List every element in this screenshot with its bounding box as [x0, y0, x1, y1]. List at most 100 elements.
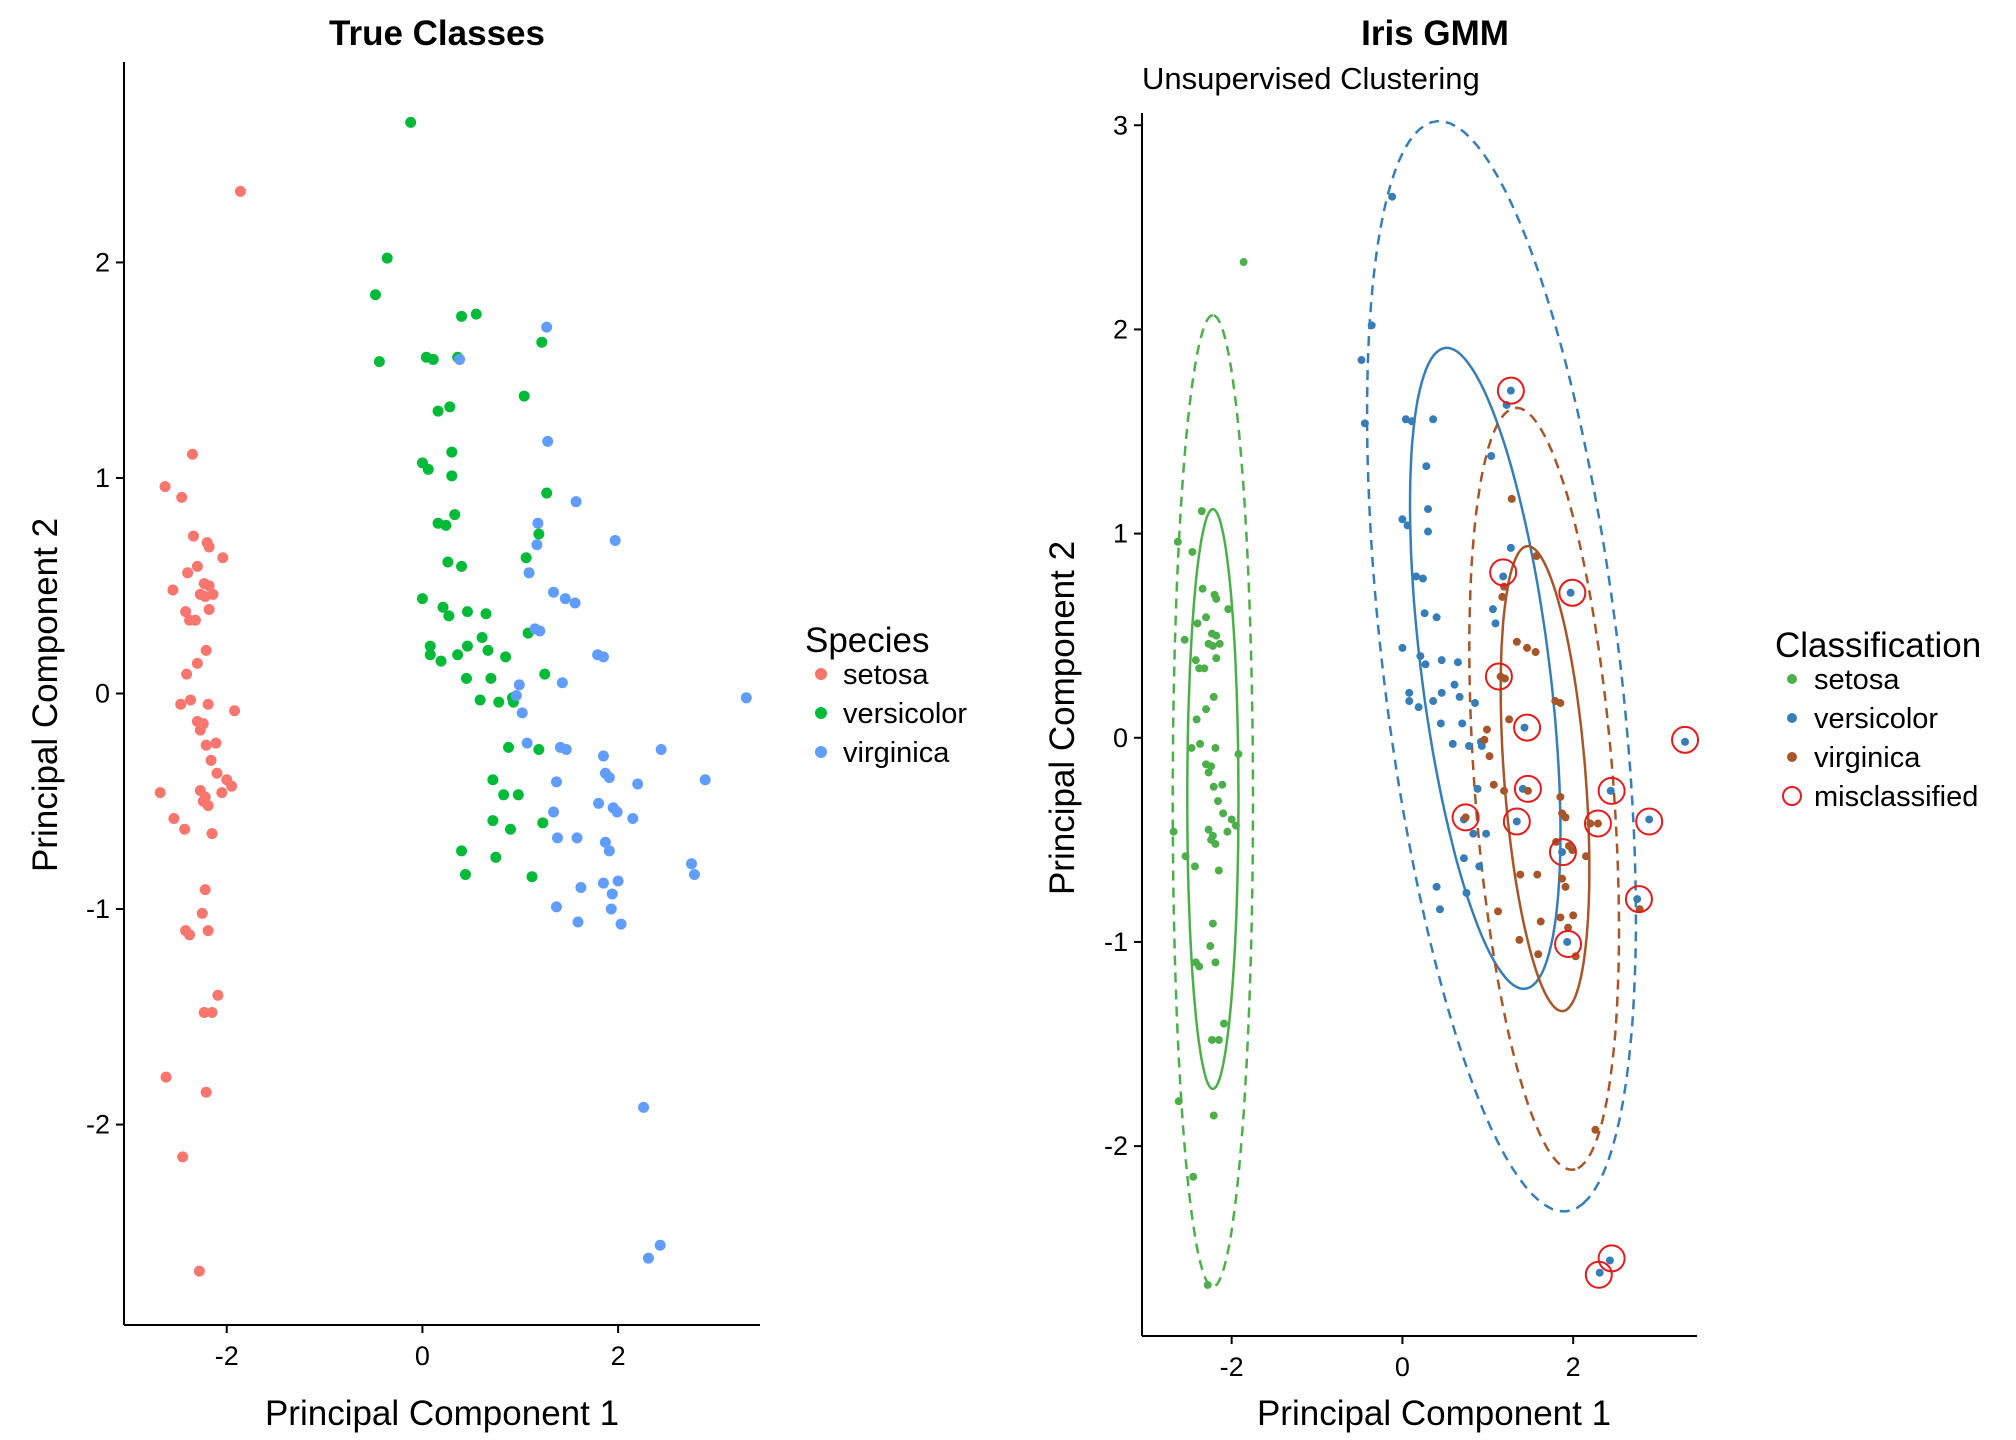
setosa-point — [1209, 692, 1218, 701]
versicolor-point — [1450, 680, 1459, 689]
versicolor-point — [1473, 784, 1482, 793]
setosa-point — [1202, 613, 1211, 622]
versicolor-point — [1465, 741, 1474, 750]
setosa-point — [229, 705, 241, 717]
legend-label-misclassified: misclassified — [1814, 781, 1978, 813]
setosa-solid-ellipse — [1186, 507, 1240, 1091]
setosa-point — [1203, 1280, 1212, 1289]
x-axis-title: Principal Component 1 — [1257, 1394, 1611, 1433]
versicolor-point — [1506, 543, 1515, 552]
virginica-point — [1593, 819, 1602, 828]
virginica-point — [603, 845, 615, 857]
setosa-point — [1180, 635, 1189, 644]
setosa-point — [202, 698, 214, 710]
virginica-point — [1571, 952, 1580, 961]
y-tick-label: 3 — [1113, 110, 1128, 140]
versicolor-point — [1435, 905, 1444, 914]
x-axis-ticks: -2 0 2 — [215, 1325, 626, 1371]
virginica-point — [1512, 637, 1521, 646]
versicolor-point — [539, 668, 551, 680]
versicolor-point — [518, 390, 530, 402]
setosa-point — [1210, 590, 1219, 599]
x-axis-title: Principal Component 1 — [265, 1394, 619, 1433]
virginica-point — [612, 875, 624, 887]
setosa-point — [206, 1006, 218, 1018]
versicolor-point — [1414, 703, 1423, 712]
versicolor-point — [424, 640, 436, 652]
versicolor-point — [424, 649, 436, 661]
legend-marker-versicolor — [815, 707, 827, 719]
versicolor-point — [536, 336, 548, 348]
versicolor-point — [1422, 462, 1431, 471]
versicolor-point — [1488, 605, 1497, 614]
versicolor-point — [537, 817, 549, 829]
setosa-point — [217, 552, 229, 564]
setosa-point — [206, 828, 218, 840]
misclassified-marker — [1513, 774, 1542, 803]
x-tick-label: 0 — [1395, 1352, 1410, 1382]
virginica-point — [1582, 852, 1590, 861]
virginica-point — [605, 903, 617, 915]
versicolor-point — [482, 644, 494, 656]
virginica-point — [1482, 725, 1491, 734]
y-tick-label: -1 — [86, 894, 110, 924]
versicolor-point — [1471, 699, 1479, 708]
versicolor-point — [1405, 688, 1414, 697]
setosa-point — [189, 614, 201, 626]
setosa-point — [1169, 827, 1178, 836]
versicolor-point — [456, 310, 468, 322]
misclassified-marker — [1502, 807, 1531, 836]
setosa-point — [198, 578, 210, 590]
y-axis-title: Principal Component 2 — [1043, 541, 1082, 895]
versicolor-point — [487, 774, 499, 786]
versicolor-point — [1499, 572, 1508, 581]
setosa-point — [198, 1006, 210, 1018]
misclassified-marker — [1671, 725, 1700, 754]
setosa-point — [200, 1086, 212, 1098]
y-tick-label: 2 — [95, 247, 110, 277]
setosa-point — [1181, 852, 1190, 861]
chart-title: True Classes — [329, 14, 545, 53]
misclassified-marker — [1451, 803, 1480, 832]
y-tick-label: 1 — [1113, 519, 1128, 549]
versicolor-point — [1645, 815, 1654, 824]
versicolor-point — [1605, 1256, 1614, 1265]
legend-marker-virginica — [1787, 752, 1797, 762]
setosa-point — [182, 567, 194, 579]
setosa-point — [1209, 1111, 1218, 1120]
y-tick-label: 0 — [1113, 723, 1128, 753]
versicolor-point — [1558, 848, 1567, 857]
versicolor-point — [503, 741, 515, 753]
versicolor-point — [1424, 527, 1433, 536]
versicolor-point — [446, 470, 458, 482]
setosa-point — [202, 925, 214, 937]
setosa-point — [1219, 809, 1228, 818]
misclassified-marker — [1558, 578, 1587, 607]
y-tick-label: 1 — [95, 463, 110, 493]
setosa-point — [180, 606, 192, 618]
versicolor-point — [416, 593, 428, 605]
versicolor-solid-ellipse — [1408, 346, 1562, 991]
setosa-point — [176, 491, 188, 503]
setosa-point — [186, 448, 198, 460]
setosa-point — [201, 537, 213, 549]
virginica-point — [1531, 648, 1540, 657]
virginica-point — [699, 774, 711, 786]
versicolor-point — [533, 744, 545, 756]
setosa-point — [177, 1151, 189, 1163]
y-tick-label: -2 — [1104, 1131, 1128, 1161]
versicolor-point — [520, 552, 532, 564]
versicolor-point — [526, 871, 538, 883]
versicolor-point — [1453, 658, 1462, 667]
virginica-point — [1523, 786, 1532, 795]
setosa-point — [1190, 862, 1199, 871]
versicolor-point — [460, 672, 472, 684]
virginica-point — [597, 651, 609, 663]
virginica-point — [532, 517, 544, 529]
versicolor-point — [443, 610, 455, 622]
setosa-point — [168, 813, 180, 825]
versicolor-point — [1360, 419, 1369, 428]
misclassified-marker — [1489, 558, 1518, 587]
versicolor-point — [1403, 521, 1412, 530]
